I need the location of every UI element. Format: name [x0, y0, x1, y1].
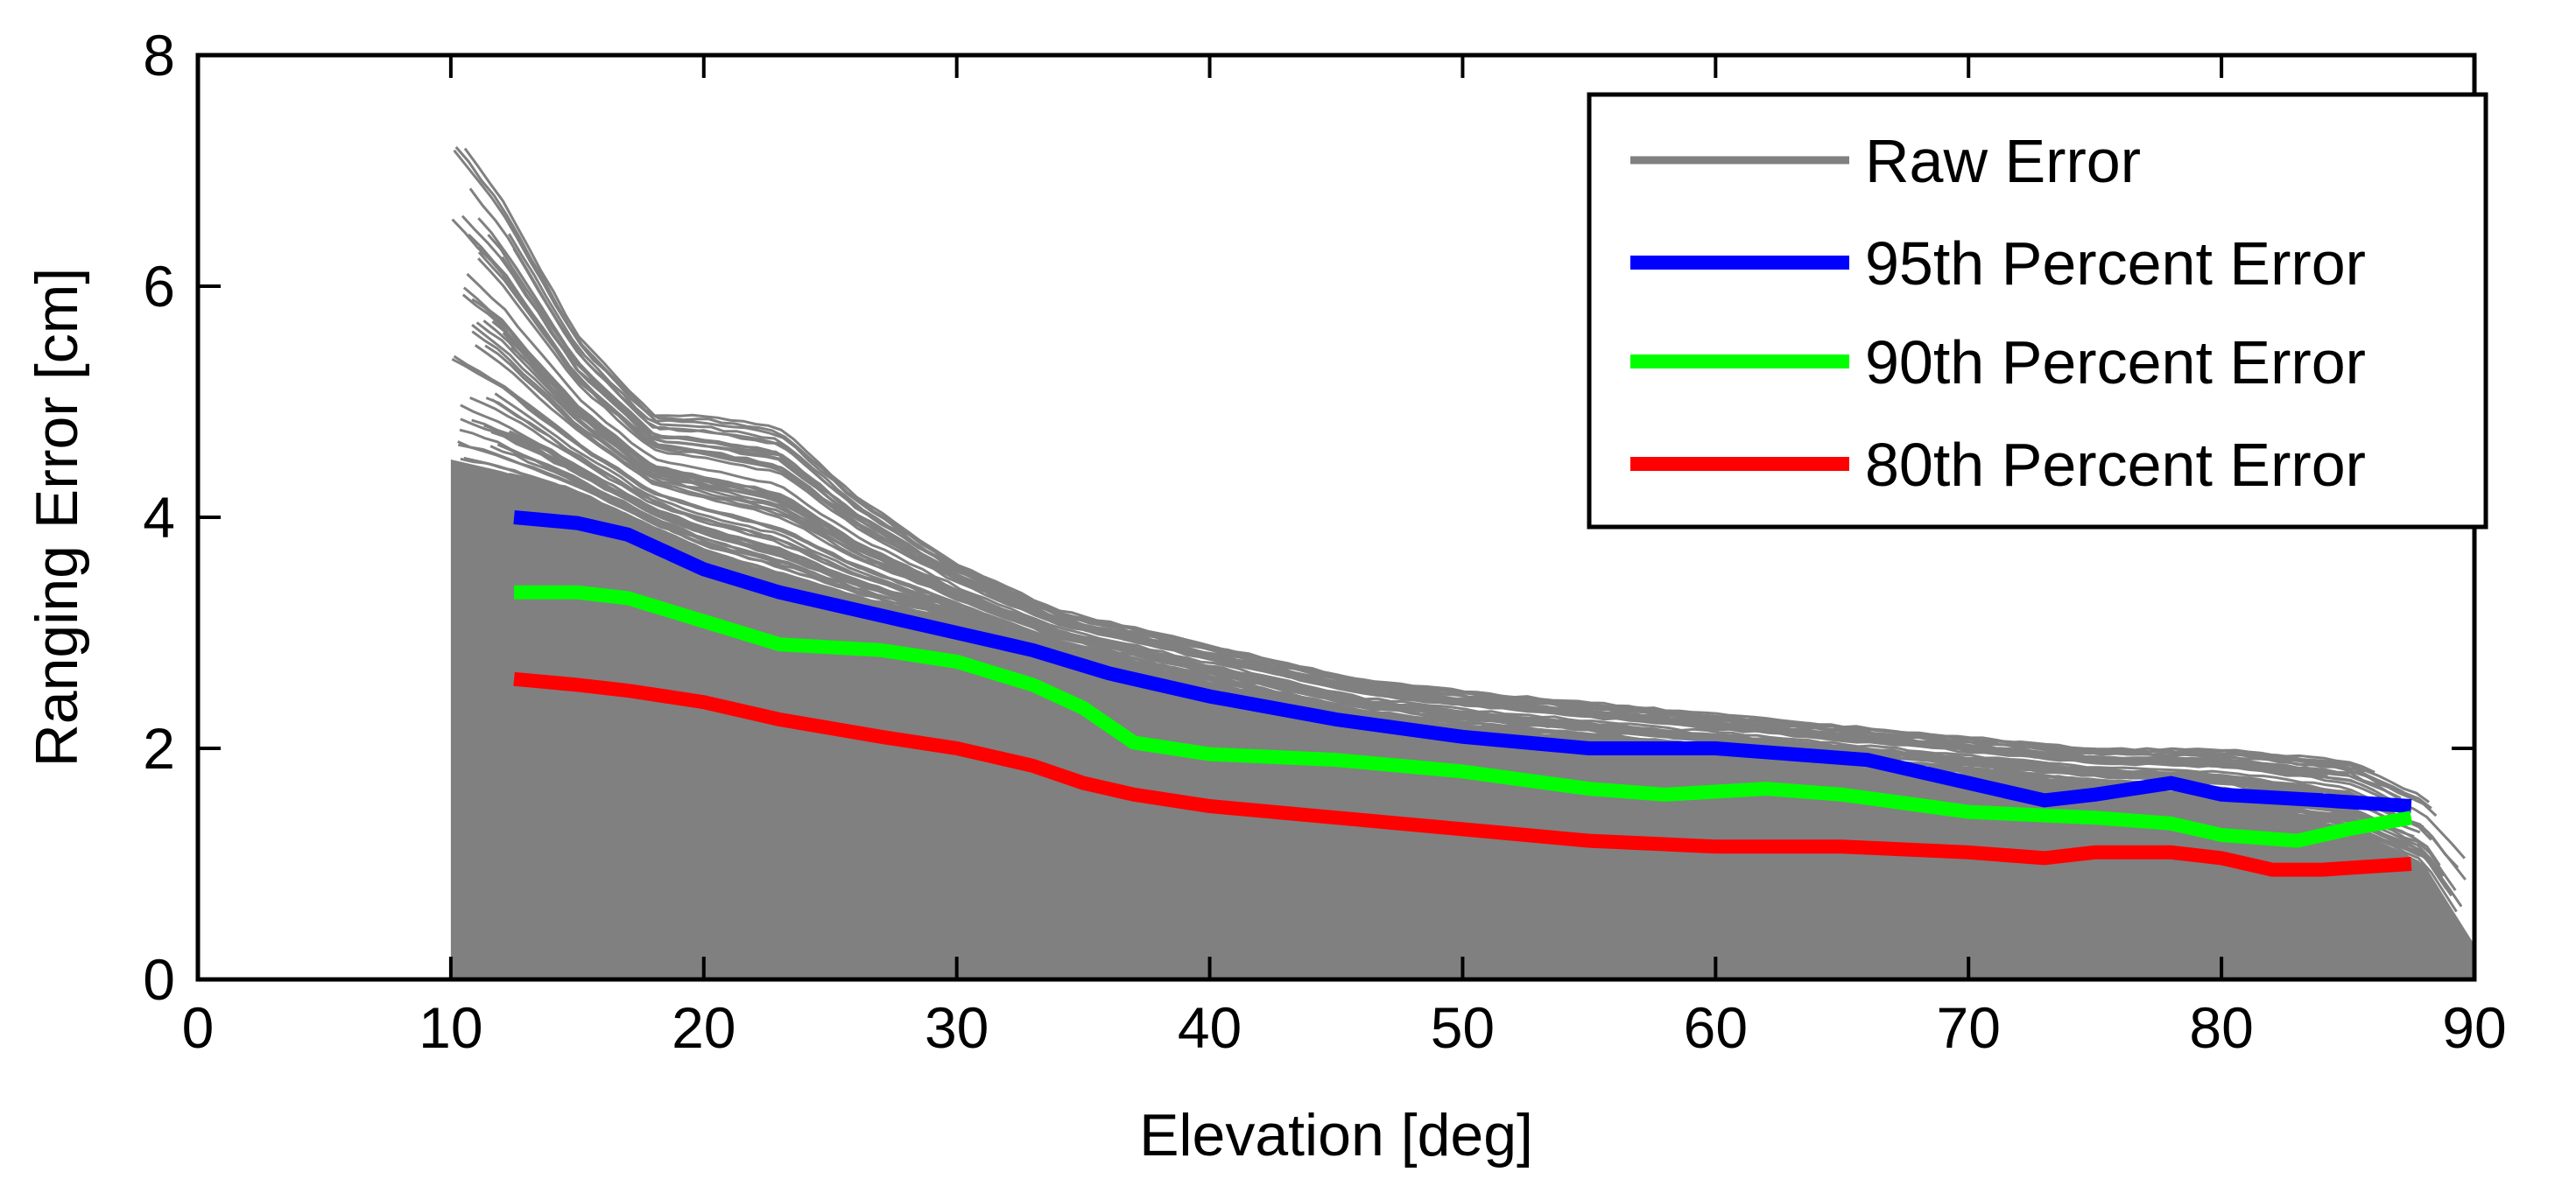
- x-tick-label: 60: [1684, 995, 1748, 1060]
- x-tick-label: 50: [1431, 995, 1495, 1060]
- raw-error-trace: [477, 217, 2402, 800]
- y-tick-label: 0: [143, 947, 175, 1012]
- x-tick-label: 80: [2189, 995, 2253, 1060]
- y-tick-label: 2: [143, 716, 175, 781]
- legend: Raw Error 95th Percent Error 90th Percent …: [1587, 92, 2488, 530]
- raw-error-trace: [512, 248, 2438, 818]
- x-tick-label: 0: [182, 995, 215, 1060]
- legend-label: 90th Percent Error: [1865, 328, 2366, 396]
- series-line-80th: [513, 671, 2412, 877]
- x-tick-label: 20: [672, 995, 735, 1060]
- raw-error-trace: [466, 272, 2404, 815]
- raw-error-trace: [462, 286, 2388, 810]
- raw-error-trace: [451, 218, 2375, 792]
- percentile-series-layer: [513, 510, 2413, 877]
- y-tick-label: 4: [143, 485, 175, 550]
- y-tick-label: 8: [143, 23, 175, 88]
- raw-error-trace: [474, 344, 2361, 810]
- raw-error-trace: [471, 330, 2421, 834]
- legend-label: 95th Percent Error: [1865, 229, 2366, 298]
- x-tick-label: 30: [925, 995, 989, 1060]
- legend-box: [1587, 92, 2488, 530]
- raw-error-trace: [453, 354, 2441, 867]
- y-axis-label: Ranging Error [cm]: [24, 268, 90, 768]
- legend-label: 80th Percent Error: [1865, 431, 2366, 499]
- series-line-90th: [514, 585, 2413, 848]
- raw-error-trace: [463, 147, 2375, 774]
- x-tick-label: 10: [419, 995, 482, 1060]
- series-line-95th: [513, 510, 2412, 813]
- legend-label: Raw Error: [1865, 127, 2141, 195]
- x-tick-label: 40: [1178, 995, 1242, 1060]
- x-tick-label: 70: [1937, 995, 2001, 1060]
- x-axis-label: Elevation [deg]: [1139, 1102, 1533, 1168]
- x-tick-label: 90: [2442, 995, 2506, 1060]
- raw-error-trace: [454, 146, 2430, 804]
- y-tick-label: 6: [143, 254, 175, 319]
- raw-error-trace: [485, 396, 2372, 825]
- axes-layer: 0 10 20 30 40 50 60 70 80 90 0 2 4 6 8: [143, 23, 2506, 1060]
